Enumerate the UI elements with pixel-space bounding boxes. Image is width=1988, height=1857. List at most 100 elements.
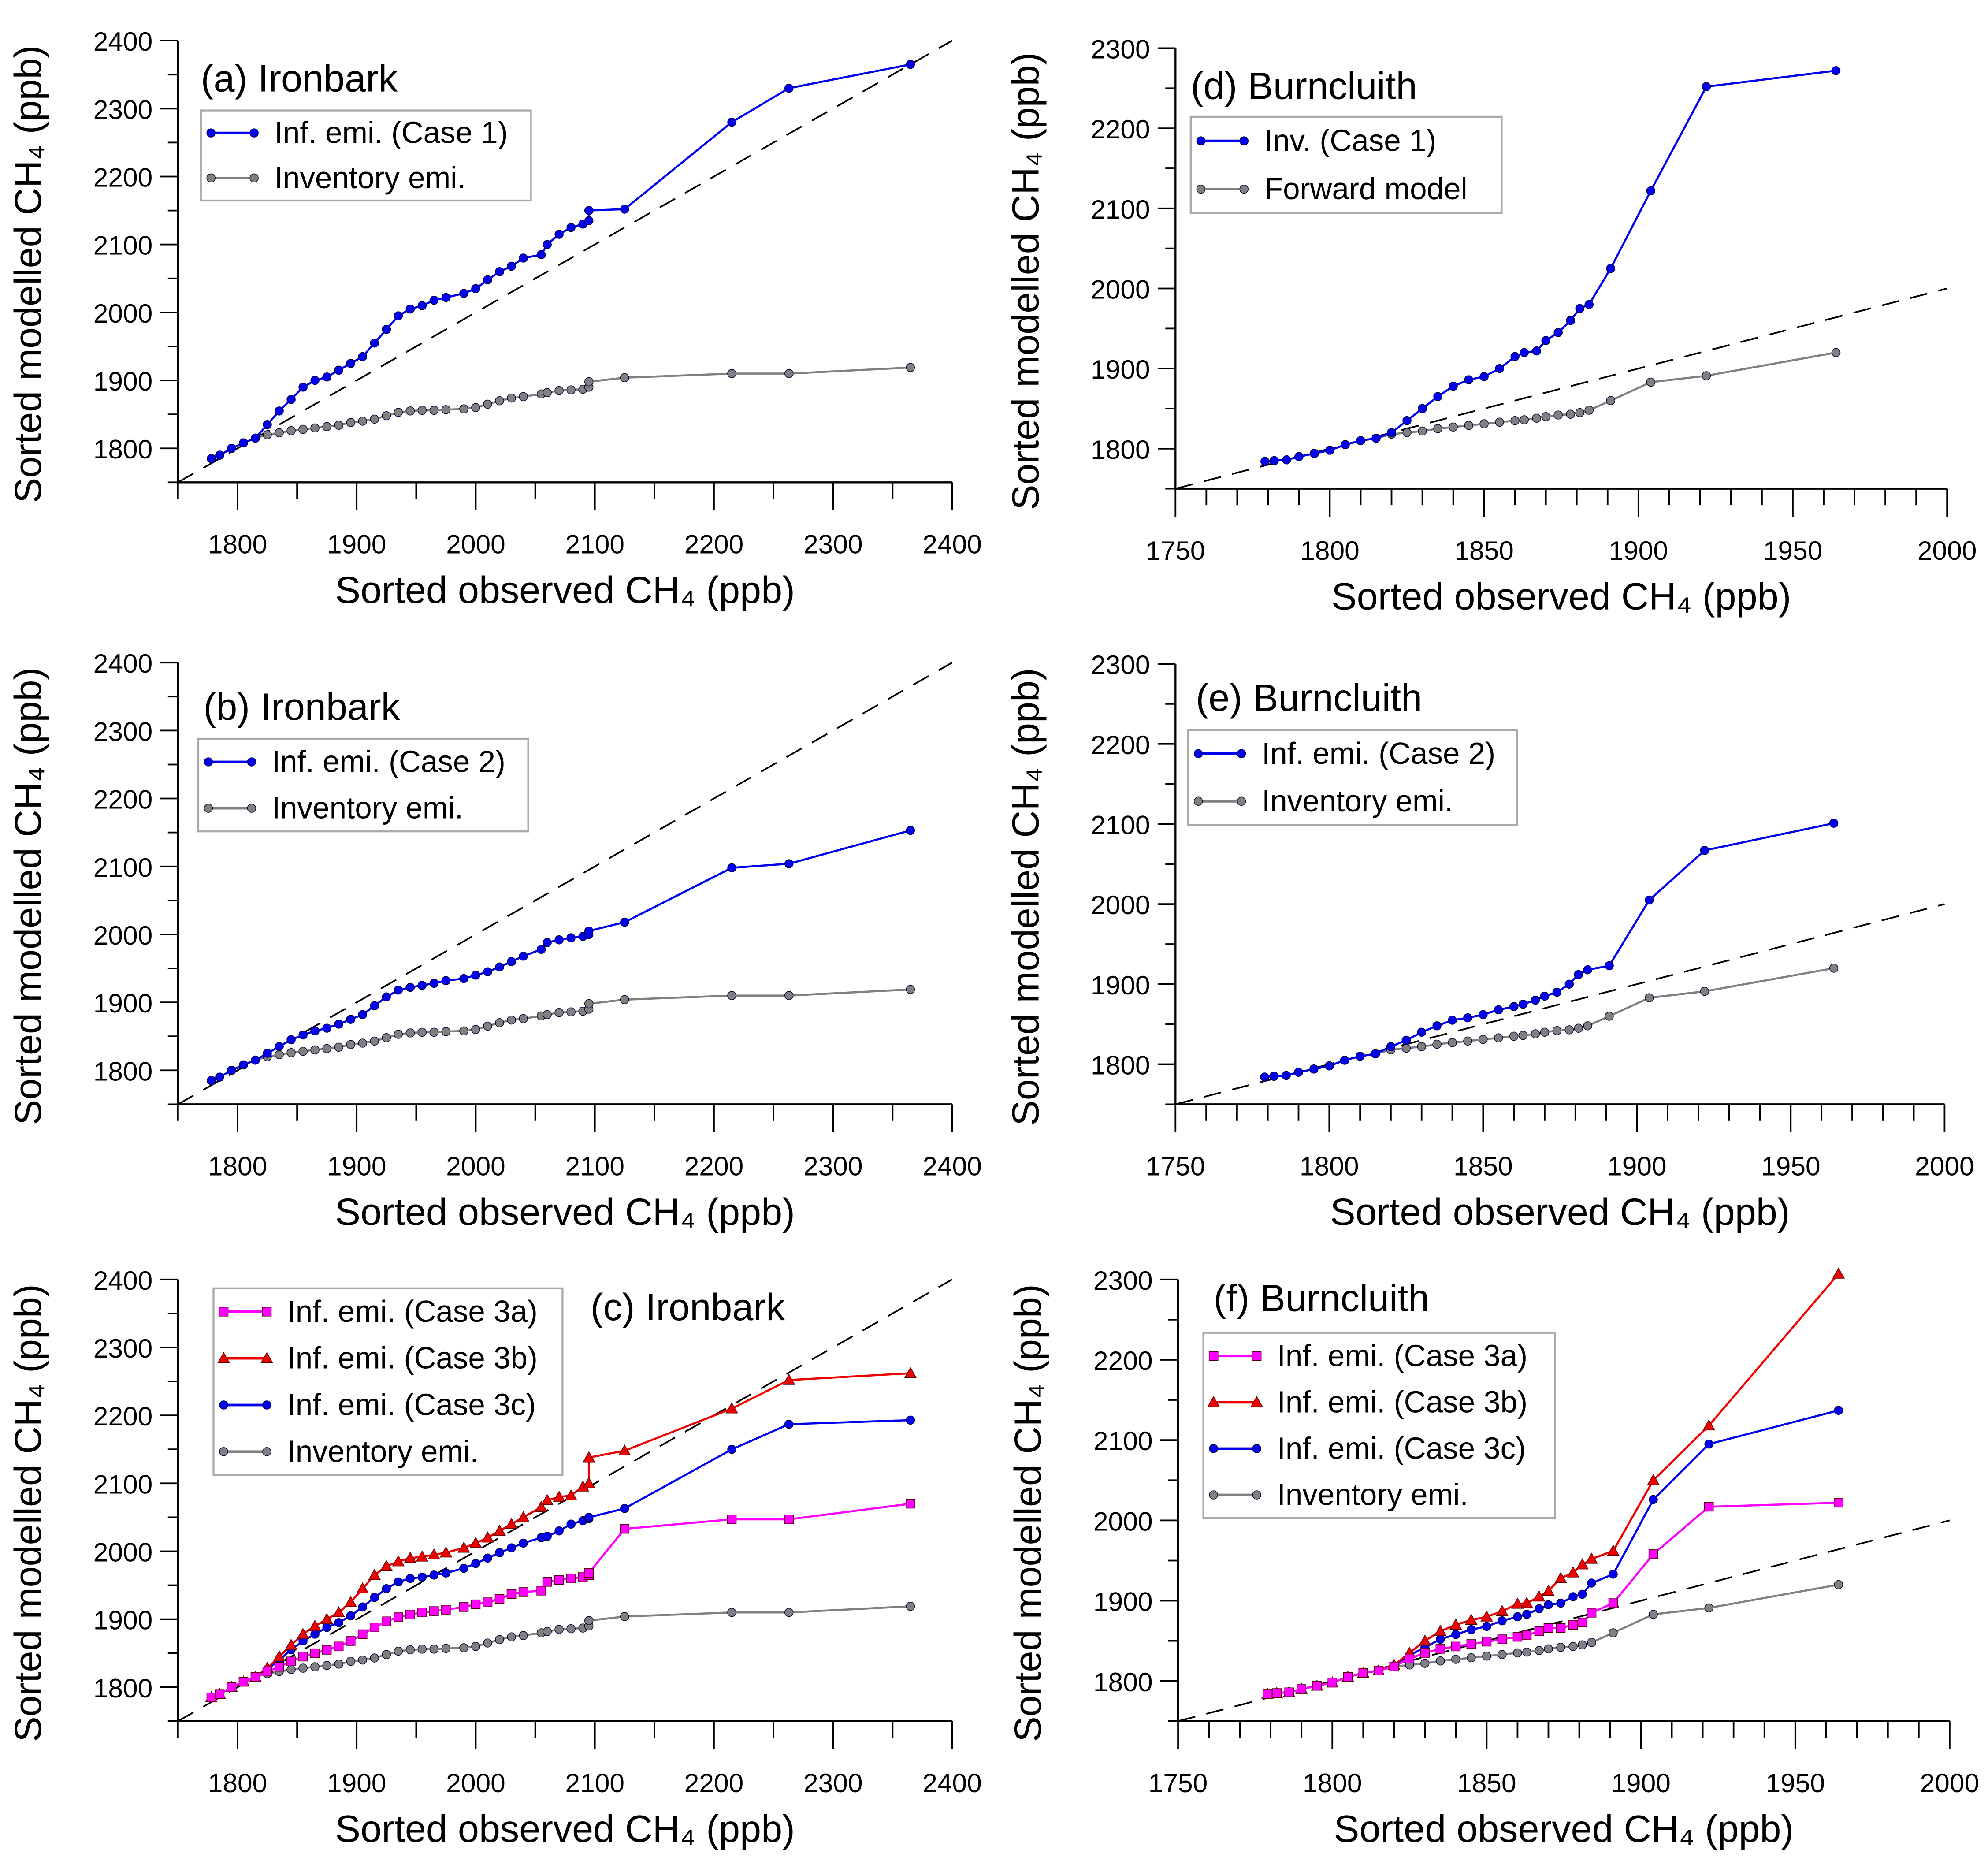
data-point (1436, 1656, 1445, 1666)
data-point (507, 1632, 516, 1641)
data-point (906, 1415, 915, 1425)
data-point (519, 1538, 528, 1548)
data-point (1449, 422, 1458, 432)
x-tick-label: 2000 (446, 1151, 505, 1181)
data-point (429, 1027, 439, 1037)
data-point (566, 1519, 576, 1529)
data-point (370, 414, 379, 424)
data-point (417, 1027, 427, 1037)
y-tick-label: 2400 (93, 648, 153, 678)
data-point (1566, 409, 1575, 419)
data-point (1495, 417, 1504, 427)
data-point (439, 1546, 453, 1558)
y-tick-label: 1900 (1093, 1587, 1153, 1617)
data-point (784, 859, 794, 868)
legend-label: Inventory emi. (1262, 784, 1453, 818)
data-point (584, 999, 594, 1009)
y-axis-label: Sorted modelled CH₄ (ppb) (7, 667, 49, 1125)
data-point (459, 1026, 468, 1036)
data-point (784, 1515, 794, 1524)
y-tick-label: 2300 (93, 716, 153, 746)
data-point (275, 406, 284, 416)
data-point (1587, 1578, 1596, 1588)
data-point (1556, 1643, 1565, 1652)
data-point (417, 1645, 427, 1654)
y-tick-label: 1800 (1091, 1050, 1150, 1080)
data-point (1587, 1608, 1597, 1618)
legend-marker (262, 1400, 271, 1410)
data-point (286, 426, 296, 435)
data-point (1544, 1600, 1553, 1609)
legend-marker (204, 804, 213, 813)
data-point (1535, 1646, 1544, 1655)
data-point (405, 406, 415, 416)
y-tick-label: 2100 (1091, 810, 1150, 840)
data-point (286, 394, 296, 404)
data-point (382, 1584, 391, 1593)
data-point (1702, 1419, 1715, 1431)
data-point (275, 428, 284, 437)
data-point (1578, 1640, 1587, 1649)
data-point (1520, 1596, 1533, 1608)
data-point (1511, 1597, 1524, 1609)
data-point (906, 1602, 915, 1611)
legend: Inf. emi. (Case 1) Inventory emi. (200, 109, 532, 202)
data-point (1387, 428, 1396, 437)
y-tick-label: 2300 (1091, 34, 1150, 64)
data-point (1605, 1012, 1614, 1021)
data-point (784, 991, 794, 1000)
data-point (536, 945, 546, 954)
legend-label: Inventory emi. (272, 791, 463, 825)
y-tick-label: 2200 (93, 785, 153, 815)
data-point (298, 1030, 308, 1040)
y-tick-label: 1900 (1091, 354, 1150, 384)
data-point (238, 1677, 249, 1687)
data-point (459, 289, 468, 298)
data-point (358, 1038, 367, 1048)
data-point (507, 957, 516, 966)
data-point (1402, 428, 1412, 437)
data-point (263, 420, 272, 429)
data-point (507, 1015, 516, 1025)
data-point (1520, 415, 1529, 424)
data-point (507, 393, 516, 403)
data-point (483, 1553, 492, 1563)
data-point (459, 1563, 468, 1573)
data-point (584, 1568, 594, 1578)
data-point (1260, 1072, 1269, 1082)
x-tick-label: 2000 (1915, 1151, 1974, 1181)
data-point (322, 372, 331, 382)
data-point (346, 1656, 355, 1666)
data-point (519, 1631, 528, 1640)
data-point (1269, 1072, 1278, 1081)
data-point (298, 383, 308, 392)
x-tick-label: 1800 (1300, 1151, 1359, 1181)
data-point (1389, 1662, 1399, 1671)
data-point (263, 430, 272, 439)
x-axis-label: Sorted observed CH₄ (ppb) (335, 1808, 795, 1850)
legend-marker (1239, 136, 1249, 145)
data-point (1609, 1628, 1618, 1637)
data-point (227, 1682, 237, 1692)
panel-title: (e) Burncluith (1196, 677, 1422, 719)
y-axis-label: Sorted modelled CH₄ (ppb) (7, 1284, 49, 1742)
data-point (429, 979, 439, 988)
x-tick-label: 1900 (327, 1151, 386, 1181)
data-point (227, 1066, 236, 1075)
y-axis-label: Sorted modelled CH₄ (ppb) (1004, 52, 1047, 510)
data-point (370, 1036, 379, 1046)
data-point (1700, 986, 1709, 996)
data-point (441, 1644, 451, 1653)
data-point (215, 1689, 225, 1699)
data-point (543, 938, 552, 947)
data-point (495, 1018, 504, 1027)
data-point (1494, 1005, 1503, 1015)
data-point (404, 1552, 417, 1563)
legend-marker (1250, 1396, 1263, 1407)
data-point (506, 1589, 517, 1599)
data-point (1420, 1659, 1430, 1668)
data-point (239, 438, 248, 448)
data-point (1704, 1440, 1713, 1449)
data-point (1556, 1598, 1565, 1608)
data-point (1451, 1641, 1461, 1652)
